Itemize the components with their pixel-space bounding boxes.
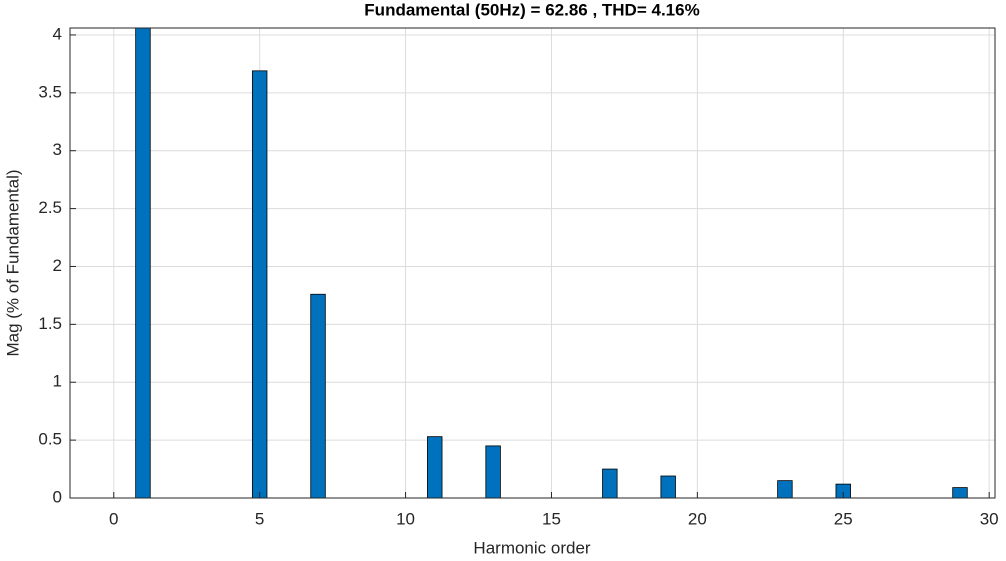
y-tick-label: 2 (53, 256, 62, 275)
bar (777, 480, 793, 498)
bars (135, 28, 968, 498)
x-tick-label: 5 (255, 509, 264, 528)
bar (952, 487, 968, 498)
x-axis-label: Harmonic order (473, 538, 590, 557)
bar (135, 28, 151, 498)
bar (660, 475, 676, 498)
x-tick-label: 15 (542, 509, 561, 528)
x-tick-label: 30 (980, 509, 999, 528)
y-tick-label: 4 (53, 24, 62, 43)
y-tick-label: 0 (53, 487, 62, 506)
x-tick-label: 25 (834, 509, 853, 528)
chart-title: Fundamental (50Hz) = 62.86 , THD= 4.16% (364, 0, 699, 19)
bar (427, 436, 443, 498)
y-tick-label: 3 (53, 140, 62, 159)
bar (251, 70, 268, 498)
y-axis-label: Mag (% of Fundamental) (3, 169, 22, 356)
y-tick-label: 2.5 (38, 198, 62, 217)
x-tick-label: 20 (688, 509, 707, 528)
x-tick-label: 0 (109, 509, 118, 528)
y-tick-label: 0.5 (38, 430, 62, 449)
x-tick-label: 10 (396, 509, 415, 528)
plot-area (70, 28, 995, 498)
y-tick-label: 3.5 (38, 82, 62, 101)
bar (602, 468, 618, 498)
y-tick-label: 1 (53, 372, 62, 391)
bar (310, 293, 326, 498)
bar (485, 445, 501, 498)
y-tick-label: 1.5 (38, 314, 62, 333)
plot-frame (69, 27, 996, 499)
